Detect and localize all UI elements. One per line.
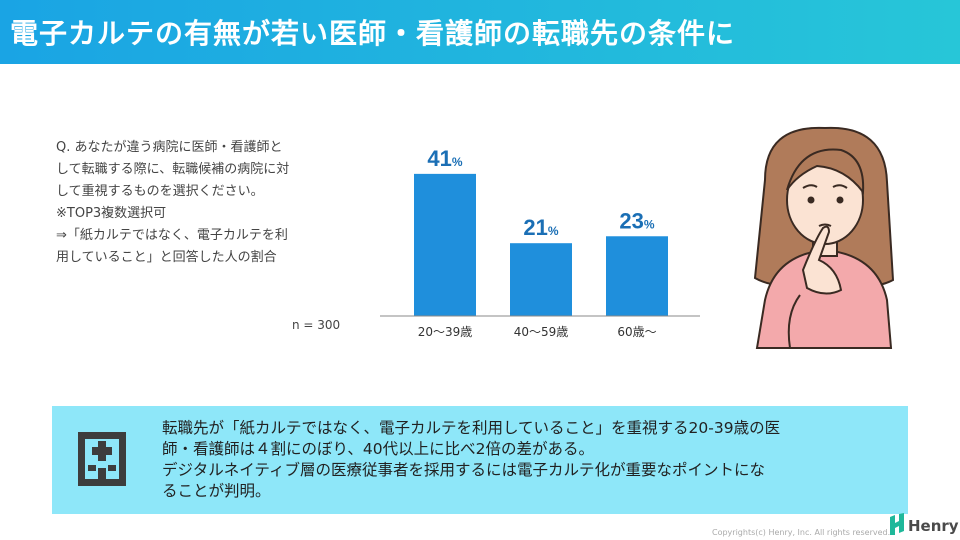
category-label: 60歳～ (617, 325, 656, 339)
bar-value-label: 41% (427, 146, 462, 171)
hospital-icon (78, 432, 126, 486)
header-banner: 電子カルテの有無が若い医師・看護師の転職先の条件に (0, 0, 960, 64)
summary-line: 師・看護師は４割にのぼり、40代以上に比べ2倍の差がある。 (162, 440, 594, 458)
sample-size: n = 300 (292, 318, 341, 332)
summary-line: デジタルネイティブ層の医療従事者を採用するには電子カルテ化が重要なポイントにな (162, 461, 765, 479)
summary-box: 転職先が「紙カルテではなく、電子カルテを利用していること」を重視する20-39歳… (52, 406, 908, 514)
category-label: 40～59歳 (514, 325, 569, 339)
henry-logo-text: Henry (908, 517, 959, 535)
bar-value-label: 21% (523, 215, 558, 240)
bar-value-label: 23% (619, 208, 654, 233)
question-line: Q. あなたが違う病院に医師・看護師と (56, 140, 283, 155)
question-line: して転職する際に、転職候補の病院に対 (56, 162, 290, 177)
question-line: 用していること」と回答した人の割合 (56, 250, 277, 265)
question-line: して重視するものを選択ください。 (56, 184, 264, 199)
bar-2 (606, 236, 668, 316)
henry-logo-icon (890, 513, 904, 535)
question-line: ⇒「紙カルテではなく、電子カルテを利 (56, 228, 288, 243)
bar-chart: 41% 20～39歳 21% 40～59歳 23% 60歳～ (380, 146, 700, 339)
bar-0 (414, 173, 476, 316)
summary-line: 転職先が「紙カルテではなく、電子カルテを利用していること」を重視する20-39歳… (162, 419, 781, 437)
copyright: Copyrights(c) Henry, Inc. All rights res… (712, 528, 891, 537)
summary-text: 転職先が「紙カルテではなく、電子カルテを利用していること」を重視する20-39歳… (162, 418, 902, 502)
question-line: ※TOP3複数選択可 (56, 206, 167, 221)
page-title: 電子カルテの有無が若い医師・看護師の転職先の条件に (10, 17, 736, 50)
category-label: 20～39歳 (418, 325, 473, 339)
summary-line: ることが判明。 (162, 482, 271, 500)
thinking-woman-illustration (753, 126, 895, 349)
question-text: Q. あなたが違う病院に医師・看護師と して転職する際に、転職候補の病院に対 し… (56, 137, 346, 269)
bar-1 (510, 243, 572, 316)
